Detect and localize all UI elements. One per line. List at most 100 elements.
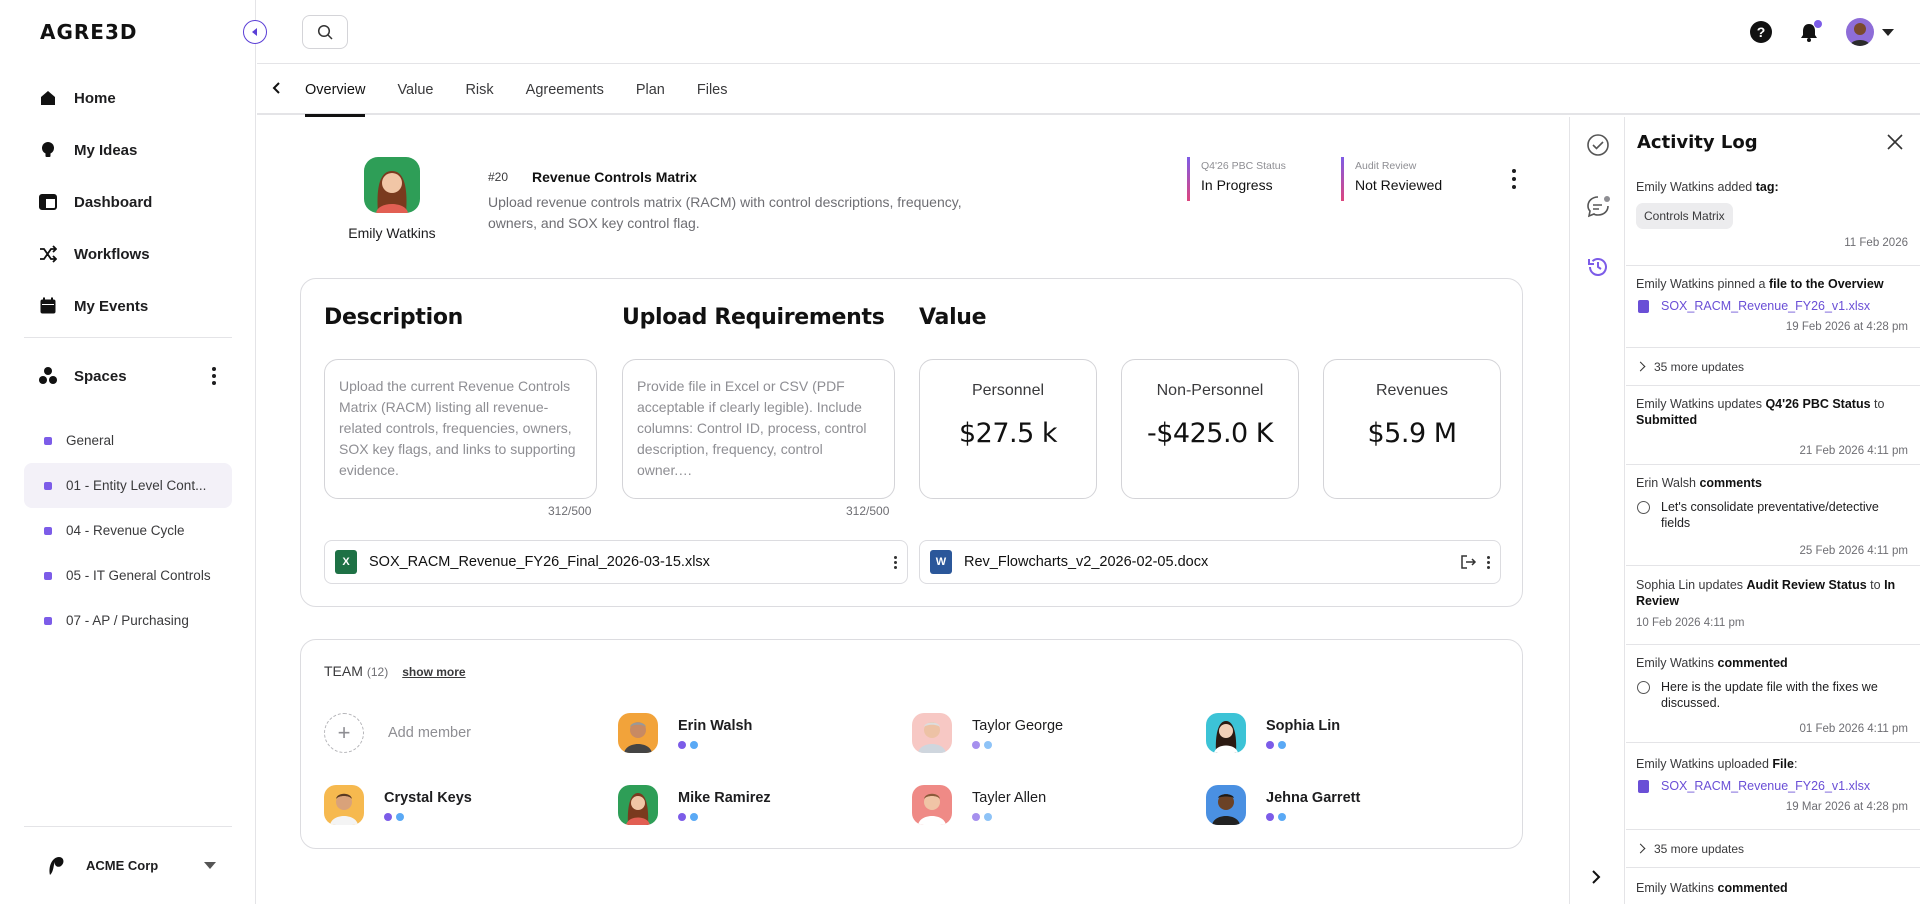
file-row-excel[interactable]: X SOX_RACM_Revenue_FY26_Final_2026-03-15… bbox=[324, 540, 908, 584]
spaces-label: Spaces bbox=[74, 367, 127, 385]
value-card-personnel[interactable]: Personnel $27.5 k bbox=[919, 359, 1097, 499]
pbc-status[interactable]: Q4'26 PBC Status In Progress bbox=[1187, 157, 1307, 201]
bell-icon bbox=[1801, 24, 1817, 42]
activity-text-bold: file to the Overview bbox=[1768, 277, 1884, 291]
tag-chip[interactable]: Controls Matrix bbox=[1636, 203, 1733, 229]
space-label: General bbox=[66, 433, 115, 448]
file-more-icon[interactable] bbox=[1487, 555, 1490, 569]
space-label: 01 - Entity Level Cont... bbox=[66, 478, 207, 493]
file-row-word[interactable]: W Rev_Flowcharts_v2_2026-02-05.docx bbox=[919, 540, 1501, 584]
sidebar-divider bbox=[24, 826, 232, 827]
file-more-icon[interactable] bbox=[894, 555, 897, 569]
chevron-down-icon bbox=[204, 861, 216, 869]
more-updates-toggle[interactable]: 35 more updates bbox=[1626, 348, 1920, 386]
collapse-sidebar-button[interactable] bbox=[243, 20, 267, 44]
activity-entry: Sophia Lin updates Audit Review Status t… bbox=[1626, 566, 1920, 645]
team-member[interactable]: Taylor George bbox=[912, 713, 1063, 753]
activity-file-link[interactable]: SOX_RACM_Revenue_FY26_v1.xlsx bbox=[1636, 778, 1908, 794]
tab-files[interactable]: Files bbox=[696, 82, 728, 98]
value-card-non-personnel[interactable]: Non-Personnel -$425.0 K bbox=[1121, 359, 1299, 499]
activity-text-bold: tag: bbox=[1755, 180, 1779, 194]
member-name: Taylor George bbox=[972, 717, 1064, 734]
team-member[interactable]: Tayler Allen bbox=[912, 785, 1046, 825]
activity-date: 21 Feb 2026 4:11 pm bbox=[1799, 445, 1908, 457]
notifications-button[interactable] bbox=[1798, 20, 1822, 43]
tasks-button[interactable] bbox=[1586, 133, 1610, 157]
space-item-it-general-controls[interactable]: 05 - IT General Controls bbox=[24, 553, 232, 598]
audit-review-status[interactable]: Audit Review Not Reviewed bbox=[1341, 157, 1471, 201]
tab-risk[interactable]: Risk bbox=[465, 82, 494, 98]
idea-more-icon[interactable] bbox=[1512, 169, 1516, 189]
comment-icon bbox=[1587, 196, 1610, 218]
team-member[interactable]: Erin Walsh bbox=[618, 713, 752, 753]
overview-card: Description Upload Requirements Value Up… bbox=[300, 278, 1523, 607]
spaces-header[interactable]: Spaces bbox=[24, 356, 232, 396]
team-member[interactable]: Jehna Garrett bbox=[1206, 785, 1360, 825]
add-member-button[interactable]: + Add member bbox=[324, 713, 471, 753]
member-name: Sophia Lin bbox=[1266, 717, 1341, 734]
space-item-revenue-cycle[interactable]: 04 - Revenue Cycle bbox=[24, 508, 232, 553]
tab-bar: Overview Value Risk Agreements Plan File… bbox=[257, 65, 1920, 117]
comment-text: Let's consolidate preventative/detective… bbox=[1661, 500, 1879, 530]
member-name: Mike Ramirez bbox=[678, 789, 771, 806]
expand-panel-button[interactable] bbox=[1590, 869, 1602, 890]
open-external-icon[interactable] bbox=[1461, 555, 1477, 569]
space-item-general[interactable]: General bbox=[24, 418, 232, 463]
value-label: Revenues bbox=[1375, 382, 1449, 399]
space-color-marker bbox=[44, 571, 52, 580]
team-member[interactable]: Crystal Keys bbox=[324, 785, 472, 825]
space-color-marker bbox=[44, 436, 52, 445]
org-logo-icon bbox=[44, 853, 68, 877]
member-name: Crystal Keys bbox=[384, 789, 472, 806]
app-logo[interactable]: AGRE3D bbox=[40, 20, 138, 44]
tab-plan[interactable]: Plan bbox=[635, 82, 665, 98]
space-item-entity-level[interactable]: 01 - Entity Level Cont... bbox=[24, 463, 232, 508]
tab-agreements[interactable]: Agreements bbox=[525, 82, 604, 98]
value-card-revenues[interactable]: Revenues $5.9 M bbox=[1323, 359, 1501, 499]
nav-item-home[interactable]: Home bbox=[24, 72, 232, 124]
file-name: SOX_RACM_Revenue_FY26_Final_2026-03-15.x… bbox=[369, 554, 710, 570]
chevron-down-icon bbox=[1882, 28, 1894, 36]
nav-item-workflows[interactable]: Workflows bbox=[24, 228, 232, 280]
activity-text: Erin Walsh bbox=[1636, 476, 1700, 490]
upload-requirements-textarea[interactable]: Provide file in Excel or CSV (PDF accept… bbox=[622, 359, 895, 499]
avatar bbox=[324, 785, 364, 825]
help-icon[interactable]: ? bbox=[1750, 21, 1772, 43]
history-button[interactable] bbox=[1586, 255, 1610, 279]
notification-dot bbox=[1814, 20, 1822, 28]
top-bar: ? bbox=[257, 0, 1920, 64]
activity-text: Emily Watkins updates bbox=[1636, 397, 1766, 411]
nav-item-dashboard[interactable]: Dashboard bbox=[24, 176, 232, 228]
tab-value[interactable]: Value bbox=[397, 82, 434, 98]
comments-button[interactable] bbox=[1586, 194, 1610, 218]
idea-owner[interactable]: Emily Watkins bbox=[337, 157, 447, 241]
org-switcher[interactable]: ACME Corp bbox=[24, 843, 232, 887]
nav-item-my-events[interactable]: My Events bbox=[24, 280, 232, 332]
close-icon[interactable] bbox=[1886, 133, 1904, 151]
sidebar-divider bbox=[24, 337, 232, 338]
team-member[interactable]: Sophia Lin bbox=[1206, 713, 1340, 753]
show-more-link[interactable]: show more bbox=[402, 665, 466, 679]
activity-text-bold: commented bbox=[1717, 881, 1788, 895]
back-button[interactable] bbox=[271, 81, 283, 100]
member-name: Jehna Garrett bbox=[1266, 789, 1361, 806]
tab-overview[interactable]: Overview bbox=[305, 65, 366, 117]
more-updates-label: 35 more updates bbox=[1654, 841, 1745, 856]
spaces-more-icon[interactable] bbox=[212, 367, 216, 385]
value-amount: $5.9 M bbox=[1367, 418, 1458, 449]
member-status-dots bbox=[972, 740, 1063, 749]
avatar bbox=[618, 785, 658, 825]
nav-item-my-ideas[interactable]: My Ideas bbox=[24, 124, 232, 176]
activity-log-panel: Activity Log Emily Watkins added tag: Co… bbox=[1626, 117, 1920, 904]
description-textarea[interactable]: Upload the current Revenue Controls Matr… bbox=[324, 359, 597, 499]
user-menu[interactable] bbox=[1846, 18, 1894, 46]
activity-text: to bbox=[1870, 397, 1885, 411]
shuffle-icon bbox=[38, 244, 58, 264]
activity-file-link[interactable]: SOX_RACM_Revenue_FY26_v1.xlsx bbox=[1636, 298, 1908, 314]
owner-name: Emily Watkins bbox=[348, 225, 436, 241]
activity-text: to bbox=[1866, 578, 1885, 592]
search-button[interactable] bbox=[302, 15, 348, 49]
team-member[interactable]: Mike Ramirez bbox=[618, 785, 771, 825]
space-item-ap-purchasing[interactable]: 07 - AP / Purchasing bbox=[24, 598, 232, 643]
more-updates-toggle[interactable]: 35 more updates bbox=[1626, 830, 1920, 868]
